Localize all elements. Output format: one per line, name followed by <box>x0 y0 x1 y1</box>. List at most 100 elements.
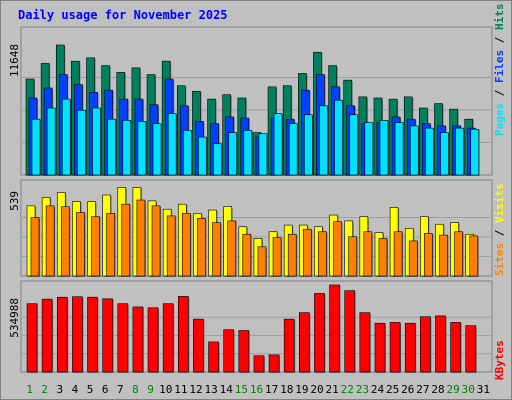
legend-sites: Sites <box>493 243 506 276</box>
legend-visits-sites: Sites / Visits <box>493 183 506 276</box>
bar-pages <box>77 109 86 176</box>
bar-kbytes <box>344 290 356 373</box>
bar-kbytes <box>329 284 340 373</box>
bar-kbytes <box>162 303 174 373</box>
bar-sites <box>378 238 388 277</box>
legend-hits: Hits <box>493 4 506 31</box>
bar-pages <box>288 123 298 176</box>
bar-pages <box>364 122 374 176</box>
bar-pages <box>349 114 359 176</box>
bar-pages <box>409 125 419 176</box>
x-day-label: 21 <box>326 383 339 396</box>
y-max-label-visits: 539 <box>8 191 21 211</box>
bar-kbytes <box>314 293 325 373</box>
legend-kbytes: KBytes <box>493 340 506 380</box>
bar-sites <box>151 205 161 277</box>
bar-kbytes <box>420 316 431 373</box>
bar-pages <box>167 113 177 176</box>
bar-pages <box>152 123 162 176</box>
bar-sites <box>91 216 100 277</box>
bar-kbytes <box>132 306 144 373</box>
x-day-label: 13 <box>204 383 217 396</box>
legend-kbytes-label: KBytes <box>493 340 506 380</box>
bar-pages <box>319 105 328 176</box>
x-day-label: 2 <box>41 383 48 396</box>
bar-pages <box>334 99 343 176</box>
x-day-label: 23 <box>356 383 369 396</box>
legend-pages: Pages <box>493 103 506 136</box>
x-day-label: 16 <box>250 383 263 396</box>
bar-kbytes <box>404 322 416 373</box>
bar-pages <box>228 132 237 176</box>
bar-pages <box>107 118 116 176</box>
bar-kbytes <box>238 330 250 373</box>
bar-kbytes <box>56 296 68 373</box>
bar-sites <box>454 231 463 277</box>
bar-kbytes <box>177 296 189 373</box>
bar-sites <box>166 215 176 277</box>
x-day-label: 22 <box>341 383 354 396</box>
x-day-label: 31 <box>477 383 490 396</box>
x-day-label: 10 <box>159 383 172 396</box>
bar-kbytes <box>223 329 234 373</box>
bar-pages <box>213 143 222 176</box>
x-day-label: 5 <box>87 383 94 396</box>
bar-sites <box>227 220 236 277</box>
bar-sites <box>303 228 312 277</box>
bar-sites <box>257 246 267 277</box>
bar-kbytes <box>374 322 386 373</box>
bar-pages <box>92 107 101 176</box>
bar-sites <box>212 222 221 277</box>
bar-kbytes <box>389 322 401 373</box>
legend-sep: / <box>493 83 506 103</box>
bar-kbytes <box>193 318 204 373</box>
x-day-label: 15 <box>235 383 248 396</box>
x-day-label: 8 <box>132 383 139 396</box>
bar-sites <box>424 233 433 277</box>
x-day-label: 27 <box>416 383 429 396</box>
x-day-label: 26 <box>401 383 414 396</box>
legend-hits-files-pages: Pages / Files / Hits <box>493 4 506 137</box>
bar-pages <box>258 133 268 176</box>
legend-sep: / <box>493 30 506 50</box>
bar-sites <box>287 233 297 277</box>
bar-kbytes <box>283 318 295 373</box>
bar-pages <box>455 127 464 176</box>
bar-kbytes <box>299 312 310 373</box>
bar-kbytes <box>268 354 280 373</box>
bar-sites <box>136 199 146 277</box>
x-day-label: 9 <box>147 383 154 396</box>
bar-kbytes <box>450 322 461 373</box>
bar-pages <box>243 130 253 176</box>
bar-sites <box>197 218 206 277</box>
x-day-label: 11 <box>174 383 187 396</box>
x-day-label: 20 <box>310 383 323 396</box>
legend-sep: / <box>493 223 506 243</box>
bar-kbytes <box>26 303 38 373</box>
x-day-label: 29 <box>447 383 460 396</box>
bar-sites <box>242 233 252 277</box>
bar-sites <box>45 205 55 277</box>
bar-sites <box>76 212 85 277</box>
bar-kbytes <box>465 325 477 373</box>
bar-sites <box>439 234 448 277</box>
bar-pages <box>46 107 56 176</box>
bar-sites <box>272 237 282 277</box>
bar-kbytes <box>72 296 83 373</box>
x-day-label: 6 <box>102 383 109 396</box>
x-day-label: 19 <box>295 383 308 396</box>
bar-sites <box>348 236 358 277</box>
x-day-label: 28 <box>431 383 444 396</box>
bar-kbytes <box>87 296 98 373</box>
bar-sites <box>30 217 40 277</box>
x-day-label: 18 <box>280 383 293 396</box>
legend-files: Files <box>493 50 506 83</box>
bar-sites <box>408 240 418 277</box>
bar-kbytes <box>253 355 265 373</box>
bar-pages <box>379 120 389 176</box>
x-day-label: 24 <box>371 383 385 396</box>
bar-kbytes <box>359 312 371 373</box>
bar-kbytes <box>117 303 129 373</box>
bar-sites <box>121 203 131 277</box>
